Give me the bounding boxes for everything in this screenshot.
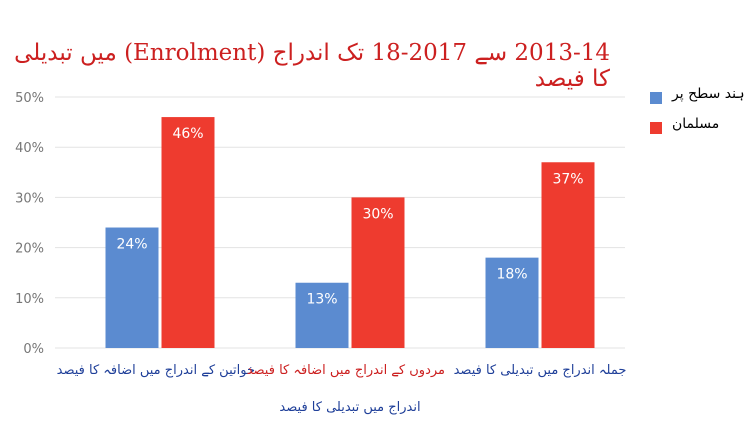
- legend-swatch-series-2: [650, 122, 662, 134]
- x-category-label-2: مردوں کے اندراج میں اضافہ کا فیصد: [246, 363, 445, 378]
- bar-series-1-category-2: [295, 282, 349, 348]
- bar-series-2-category-3: [541, 162, 595, 348]
- legend: کل ہند سطح پر مسلمان: [640, 86, 750, 146]
- legend-item-series-2: مسلمان: [640, 116, 750, 146]
- legend-swatch-series-1: [650, 92, 662, 104]
- legend-label-series-1: کل ہند سطح پر: [672, 86, 750, 102]
- legend-label-series-2: مسلمان: [672, 116, 720, 132]
- data-label: 18%: [496, 267, 527, 283]
- data-label: 37%: [552, 171, 583, 187]
- bar-series-2-category-1: [161, 117, 215, 348]
- y-tick-label: 30%: [15, 191, 44, 206]
- legend-item-series-1: کل ہند سطح پر: [640, 86, 750, 116]
- y-tick-label: 0%: [23, 342, 44, 357]
- y-tick-label: 50%: [15, 91, 44, 106]
- y-tick-label: 10%: [15, 292, 44, 307]
- chart-title: 2013-14 سے 2017-18 تک اندراج (Enrolment)…: [14, 40, 610, 92]
- y-tick-label: 20%: [15, 242, 44, 257]
- footnote: اندراج میں تبدیلی کا فیصد: [279, 400, 421, 415]
- data-label: 30%: [362, 206, 393, 222]
- bar-series-1-category-1: [105, 227, 159, 348]
- data-label: 46%: [172, 126, 203, 142]
- data-label: 13%: [306, 292, 337, 308]
- y-tick-label: 40%: [15, 141, 44, 156]
- data-label: 24%: [116, 237, 147, 253]
- x-category-label-1: خواتین کے اندراج میں اضافہ کا فیصد: [56, 363, 255, 378]
- bar-series-1-category-3: [485, 257, 539, 348]
- x-category-label-3: جملہ اندراج میں تبدیلی کا فیصد: [453, 363, 627, 378]
- bar-series-2-category-2: [351, 197, 405, 348]
